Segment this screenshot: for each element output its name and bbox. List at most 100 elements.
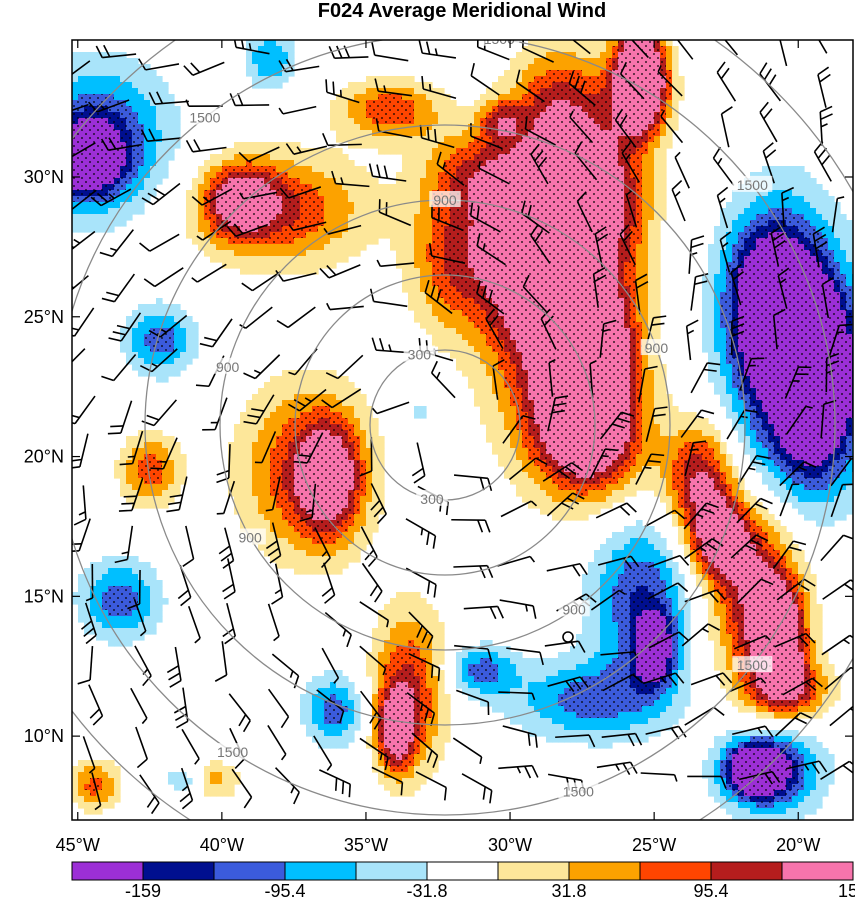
wind-barb <box>821 634 853 656</box>
wind-barb <box>267 603 280 642</box>
wind-barb <box>687 775 727 789</box>
wind-barb <box>181 728 200 765</box>
wind-barb <box>522 274 548 313</box>
wind-barb <box>684 589 726 603</box>
wind-barb <box>231 768 253 809</box>
colorbar-swatch <box>568 861 641 881</box>
wind-barb <box>452 737 483 764</box>
wind-barb <box>621 142 641 183</box>
wind-barb <box>759 101 778 143</box>
colorbar-swatch <box>426 861 499 881</box>
wind-barb <box>254 431 277 464</box>
wind-barb <box>762 142 777 184</box>
height-contour-label: 1500 <box>217 744 248 760</box>
height-contour-label: 900 <box>238 530 262 546</box>
wind-barb <box>820 534 853 562</box>
wind-barb <box>139 774 160 815</box>
x-tick-label: 30°W <box>488 835 532 855</box>
wind-barb <box>683 502 719 530</box>
wind-barb <box>216 480 236 515</box>
wind-barb <box>285 143 328 155</box>
wind-barb <box>80 602 97 645</box>
wind-barb <box>276 306 316 329</box>
wind-barb <box>498 764 539 779</box>
wind-barb <box>133 598 147 637</box>
wind-barb <box>674 151 690 189</box>
wind-barb <box>784 366 812 399</box>
wind-barb <box>829 705 853 727</box>
wind-barb <box>241 271 282 292</box>
wind-barb <box>644 509 686 528</box>
height-contour <box>72 40 836 816</box>
wind-barb <box>72 348 86 363</box>
wind-barb <box>101 273 136 303</box>
wind-barb <box>619 224 636 266</box>
wind-barb <box>476 280 505 315</box>
wind-barb <box>730 534 769 559</box>
wind-barbs <box>72 40 853 815</box>
wind-barb <box>492 359 505 400</box>
wind-barb <box>595 502 637 519</box>
y-axis: 30°N 25°N 20°N 15°N 10°N <box>24 167 853 746</box>
height-contour-label: 900 <box>645 340 669 356</box>
wind-barb <box>419 124 455 149</box>
wind-barb <box>734 634 772 650</box>
wind-barb <box>150 437 178 470</box>
height-contour-label: 900 <box>433 192 457 208</box>
height-contour <box>294 274 596 576</box>
wind-barb <box>647 554 690 569</box>
wind-barb <box>243 354 281 380</box>
wind-barb <box>321 562 336 604</box>
wind-barb <box>614 108 637 148</box>
wind-barb <box>688 235 705 274</box>
wind-barb <box>325 354 364 380</box>
wind-barb <box>690 672 733 686</box>
colorbar-label: 31.8 <box>551 881 586 900</box>
wind-barb <box>602 673 644 692</box>
wind-barb <box>72 142 96 158</box>
wind-barb <box>374 78 413 97</box>
wind-barb <box>642 672 685 687</box>
wind-barb <box>428 243 466 264</box>
wind-barb <box>72 275 89 291</box>
wind-barb <box>411 732 439 768</box>
wind-barb <box>729 677 767 693</box>
height-contour-label: 900 <box>562 601 586 617</box>
x-axis: 45°W 40°W 35°W 30°W 25°W 20°W <box>56 40 820 855</box>
wind-barb <box>421 75 457 99</box>
colorbar-label: -95.4 <box>264 881 305 900</box>
wind-barb <box>546 492 585 517</box>
wind-barb <box>775 712 813 737</box>
wind-barb <box>202 397 228 431</box>
wind-barb <box>544 640 586 653</box>
wind-barb <box>548 358 556 397</box>
wind-barb <box>781 186 795 228</box>
wind-barb <box>108 312 142 342</box>
wind-barb <box>716 186 729 229</box>
wind-barb <box>265 476 281 512</box>
wind-barb <box>90 188 132 207</box>
wind-barb <box>127 570 141 610</box>
wind-barb <box>100 137 142 151</box>
wind-barb <box>430 360 456 399</box>
wind-barb <box>424 279 453 315</box>
wind-barb <box>599 411 635 440</box>
wind-barb <box>772 540 807 570</box>
wind-barb <box>325 79 360 104</box>
wind-barb <box>716 61 737 102</box>
colorbar-swatch <box>284 861 357 881</box>
wind-barb <box>736 497 773 524</box>
wind-barb <box>271 563 284 605</box>
wind-barb <box>275 269 317 282</box>
wind-barb <box>321 647 340 684</box>
wind-barb <box>73 485 87 526</box>
wind-barb <box>411 442 426 484</box>
wind-barb <box>166 476 188 513</box>
x-tick-label: 45°W <box>56 835 100 855</box>
wind-barb <box>569 110 594 144</box>
wind-barb <box>418 40 457 59</box>
wind-barb <box>451 518 491 533</box>
wind-barb <box>681 623 720 647</box>
wind-barb <box>546 562 588 577</box>
